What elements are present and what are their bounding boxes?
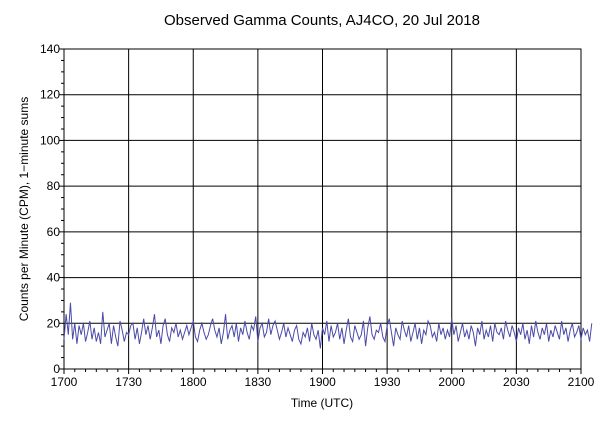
x-tick-label: 2100 <box>568 375 595 389</box>
y-tick-label: 100 <box>40 133 60 147</box>
y-tick-label: 40 <box>47 271 61 285</box>
y-axis: 0 20 40 60 80 100 120 140 <box>40 42 64 376</box>
chart-title: Observed Gamma Counts, AJ4CO, 20 Jul 201… <box>164 12 480 29</box>
x-tick-label: 1700 <box>51 375 78 389</box>
y-tick-label: 120 <box>40 88 60 102</box>
x-tick-label: 1830 <box>245 375 272 389</box>
grid-lines <box>64 49 581 369</box>
y-axis-label: Counts per Minute (CPM), 1−minute sums <box>17 97 31 321</box>
y-tick-label: 60 <box>47 225 61 239</box>
x-axis: 1700 1730 1800 1830 1900 1930 2000 2030 2100 <box>51 369 595 389</box>
x-tick-label: 2030 <box>503 375 530 389</box>
y-tick-label: 80 <box>47 179 61 193</box>
x-tick-label: 1900 <box>309 375 336 389</box>
y-tick-label: 20 <box>47 316 61 330</box>
x-tick-label: 1800 <box>180 375 207 389</box>
x-axis-label: Time (UTC) <box>291 396 353 410</box>
y-tick-label: 0 <box>53 362 60 376</box>
x-tick-label: 1930 <box>374 375 401 389</box>
y-tick-label: 140 <box>40 42 60 56</box>
x-tick-label: 1730 <box>115 375 142 389</box>
x-tick-label: 2000 <box>438 375 465 389</box>
series-line-gamma-counts <box>63 302 593 349</box>
